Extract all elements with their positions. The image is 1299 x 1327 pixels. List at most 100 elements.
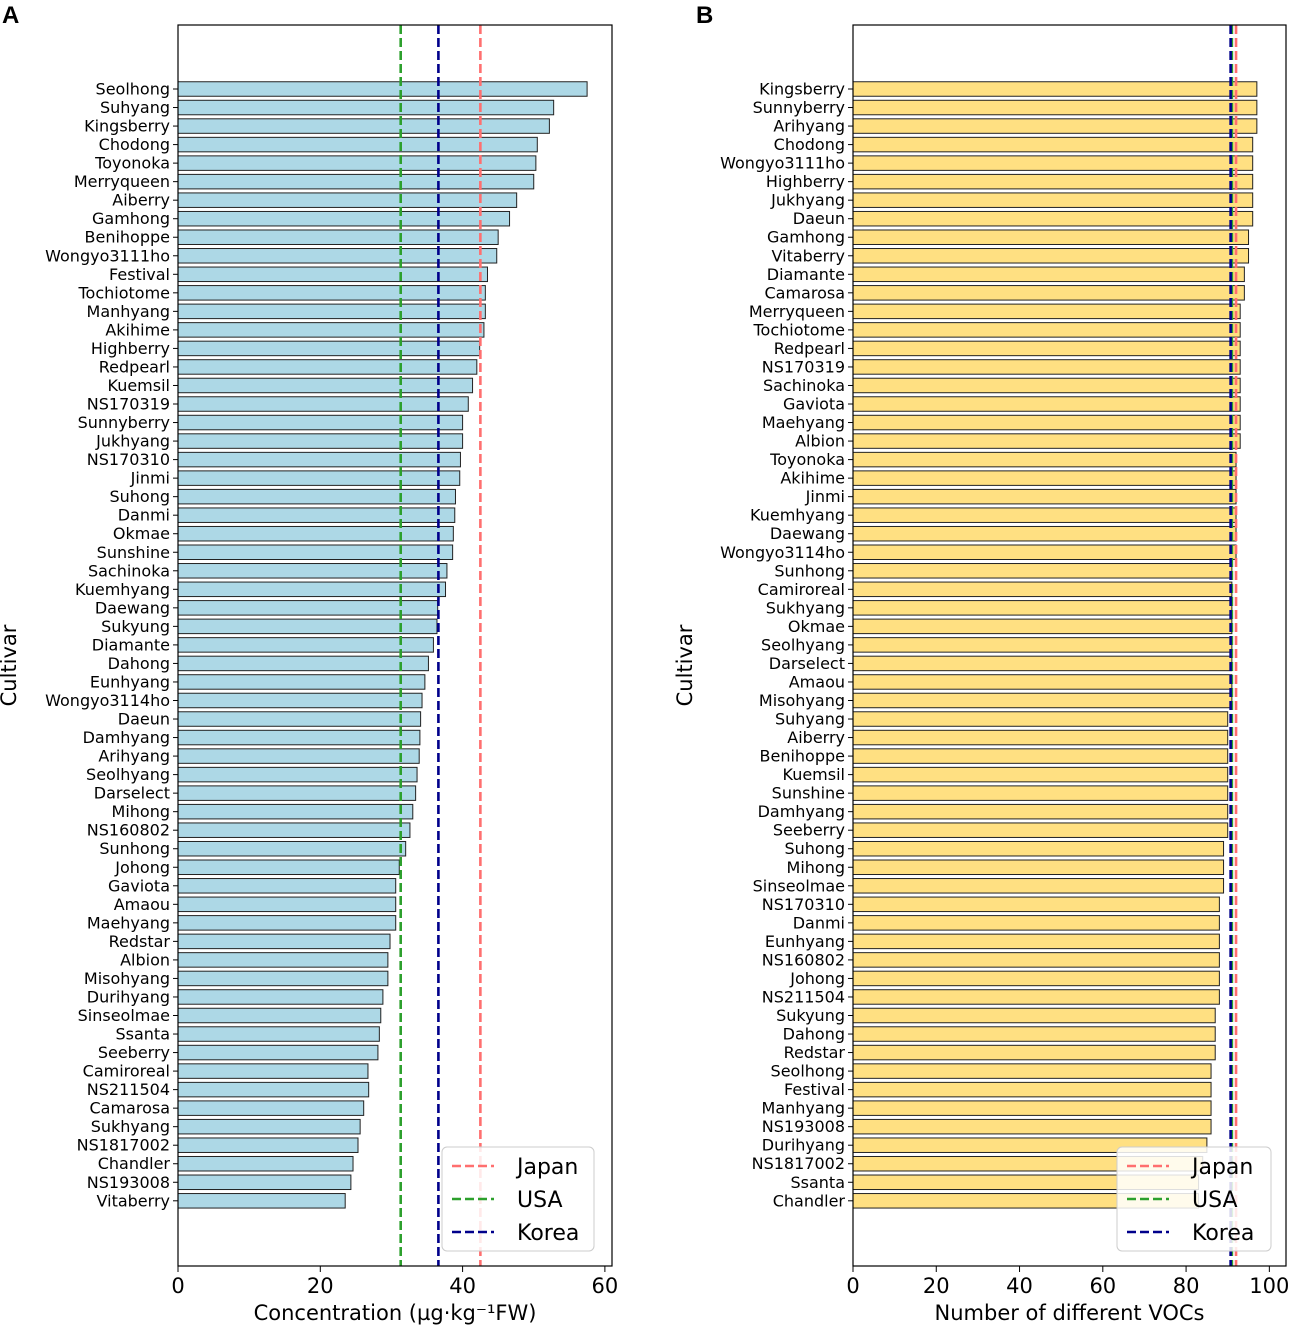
y-axis-title: Cultivar (0, 624, 21, 706)
bar-vitaberry (852, 248, 1250, 264)
y-tick-label: Danmi (793, 913, 845, 932)
y-tick-label: Gaviota (783, 395, 845, 414)
bar-amaou (852, 674, 1233, 690)
x-tick-label: 60 (592, 1274, 619, 1298)
y-tick-label: Kuemsil (108, 376, 171, 395)
y-tick-label: Seolhyang (86, 765, 170, 784)
y-tick-label: Daewang (95, 598, 170, 617)
y-tick-label: Diamante (92, 635, 170, 654)
panel-label-b: B (696, 2, 714, 29)
bar-gamhong (177, 210, 511, 227)
y-tick-label: Sunhong (99, 839, 170, 858)
bar-ns1817002 (177, 1137, 359, 1153)
y-tick-label: NS211504 (87, 1080, 170, 1099)
y-tick-label: Mihong (787, 858, 845, 877)
bar-festival (852, 1081, 1212, 1098)
y-tick-label: Kingsberry (84, 117, 170, 136)
x-tick-label: 40 (449, 1274, 476, 1298)
bar-camarosa (177, 1100, 365, 1116)
y-tick-label: Damhyang (758, 802, 845, 821)
bar-johong (852, 970, 1220, 987)
bar-aiberry (177, 192, 518, 208)
y-tick-label: Gaviota (108, 876, 170, 895)
y-tick-label: Akihime (105, 320, 170, 339)
y-tick-label: Seeberry (98, 1043, 170, 1062)
bar-albion (177, 952, 389, 968)
legend-label-korea: Korea (1192, 1221, 1254, 1246)
bar-misohyang (852, 692, 1233, 709)
bar-durihyang (177, 989, 384, 1005)
y-tick-label: Suhong (109, 487, 170, 506)
bar-arihyang (177, 748, 420, 764)
y-tick-label: Wongyo3114ho (45, 691, 170, 710)
y-tick-label: Benihoppe (760, 747, 846, 766)
bar-amaou (177, 896, 397, 913)
y-tick-label: Daeun (118, 710, 170, 729)
y-tick-label: Redstar (109, 932, 171, 951)
bar-jinmi (177, 470, 461, 486)
bar-sinseolmae (852, 878, 1225, 894)
y-tick-label: NS160802 (762, 950, 845, 969)
bar-seeberry (177, 1044, 379, 1061)
y-tick-label: Gamhong (767, 228, 845, 247)
y-tick-label: Redstar (784, 1043, 846, 1062)
y-tick-label: Aiberry (787, 728, 845, 747)
y-tick-label: NS160802 (87, 821, 170, 840)
y-tick-label: Arihyang (98, 747, 170, 766)
bar-seolhyang (177, 766, 418, 783)
bar-manhyang (852, 1100, 1212, 1116)
y-tick-label: Kuemhyang (75, 580, 170, 599)
y-tick-label: Sukhyang (91, 1117, 170, 1136)
bar-seolhong (177, 81, 588, 97)
bar-misohyang (177, 970, 389, 987)
bar-highberry (177, 340, 481, 357)
y-tick-label: Sachinoka (88, 561, 170, 580)
x-tick-label: 100 (1249, 1274, 1289, 1298)
bar-wongyo3114ho (852, 544, 1237, 560)
bar-kuemhyang (177, 581, 447, 598)
bar-jinmi (852, 488, 1237, 505)
y-tick-label: Daeun (793, 209, 845, 228)
y-tick-label: Akihime (780, 469, 845, 488)
x-tick-label: 0 (846, 1274, 859, 1298)
x-tick-label: 60 (1089, 1274, 1116, 1298)
bar-merryqueen (852, 303, 1241, 320)
bar-damhyang (852, 803, 1229, 820)
y-tick-label: Manhyang (87, 302, 170, 321)
bar-festival (177, 266, 488, 283)
x-axis-title: Concentration (µg·kg⁻¹FW) (254, 1301, 537, 1325)
bar-ns170319 (852, 359, 1241, 375)
bar-highberry (852, 173, 1254, 190)
chart-panel-b: KingsberrySunnyberryArihyangChodongWongy… (673, 24, 1289, 1325)
y-tick-label: Suhong (784, 839, 845, 858)
y-tick-label: Arihyang (773, 117, 845, 136)
legend-label-usa: USA (1192, 1188, 1238, 1213)
bar-camiroreal (852, 581, 1233, 598)
y-tick-label: Seeberry (773, 821, 845, 840)
y-tick-label: Okmae (788, 617, 845, 636)
y-tick-label: Seolhong (771, 1062, 845, 1081)
bar-sukyung (852, 1007, 1216, 1024)
y-tick-label: Sinseolmae (78, 1006, 170, 1025)
y-tick-label: Albion (795, 432, 845, 451)
bar-suhong (852, 840, 1225, 857)
bar-ns170319 (177, 396, 469, 412)
bar-darselect (852, 655, 1233, 672)
y-tick-label: Kingsberry (759, 80, 845, 99)
bar-sunshine (852, 785, 1229, 801)
legend-box (441, 1146, 595, 1252)
y-tick-label: Sunshine (97, 543, 170, 562)
y-tick-label: Mihong (112, 802, 170, 821)
bar-chandler (177, 1155, 354, 1172)
y-tick-label: Sukyung (776, 1006, 845, 1025)
bar-camarosa (852, 285, 1245, 301)
y-tick-label: Amaou (114, 895, 170, 914)
y-tick-label: NS170319 (762, 357, 845, 376)
y-tick-label: Seolhong (96, 80, 170, 99)
y-tick-label: Durihyang (87, 987, 170, 1006)
legend: Japan USA Korea (441, 1146, 595, 1252)
bar-ns193008 (852, 1118, 1212, 1135)
y-tick-label: Sinseolmae (753, 876, 845, 895)
y-tick-label: NS1817002 (752, 1154, 845, 1173)
